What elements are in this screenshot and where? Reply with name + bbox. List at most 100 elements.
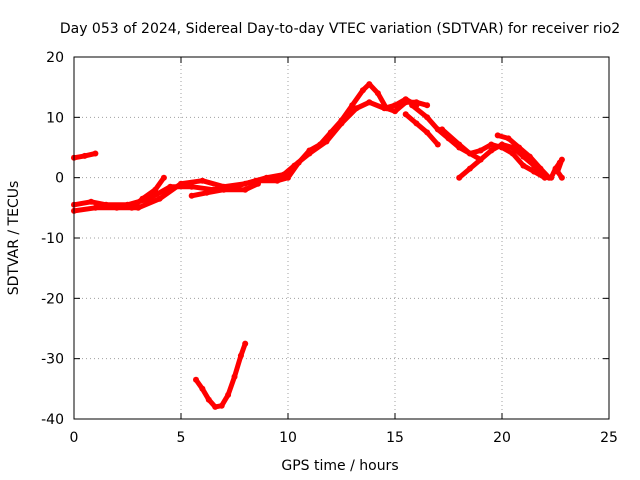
data-point xyxy=(439,126,446,133)
data-point xyxy=(188,183,195,190)
data-point xyxy=(128,204,135,211)
data-point xyxy=(494,132,501,139)
data-point xyxy=(349,102,356,109)
series-arc-mid-1 xyxy=(129,175,167,211)
x-tick-label: 5 xyxy=(177,430,186,446)
y-tick-label: 20 xyxy=(46,50,64,66)
data-point xyxy=(554,168,561,175)
data-point xyxy=(81,152,88,159)
data-point xyxy=(488,147,495,154)
data-point xyxy=(477,156,484,163)
data-point xyxy=(237,352,244,359)
x-tick-label: 10 xyxy=(279,430,297,446)
data-point xyxy=(92,150,99,157)
axis-ticks: 0 5 10 15 20 25 -40 -30 -20 -10 0 10 20 xyxy=(41,50,618,446)
y-axis-label: SDTVAR / TECUs xyxy=(6,181,22,296)
data-series-group xyxy=(71,81,565,410)
data-point xyxy=(520,162,527,169)
data-point xyxy=(374,90,381,97)
data-point xyxy=(359,87,366,94)
x-tick-label: 0 xyxy=(70,430,79,446)
data-point xyxy=(424,102,431,109)
data-point xyxy=(456,174,463,181)
y-tick-label: 0 xyxy=(55,171,64,187)
x-tick-label: 25 xyxy=(600,430,618,446)
data-point xyxy=(477,147,484,154)
data-point xyxy=(280,171,287,178)
data-point xyxy=(156,195,163,202)
data-point xyxy=(366,81,373,88)
data-point xyxy=(231,373,238,380)
data-point xyxy=(291,162,298,169)
data-point xyxy=(499,144,505,151)
data-point xyxy=(212,403,219,410)
data-point xyxy=(274,177,281,184)
y-tick-label: -10 xyxy=(41,231,64,247)
series-arc-late-3 xyxy=(439,126,548,181)
y-tick-label: 10 xyxy=(46,110,64,126)
data-point xyxy=(139,195,146,202)
data-point xyxy=(558,174,565,181)
data-point xyxy=(199,177,206,184)
data-point xyxy=(285,174,291,181)
data-point xyxy=(409,102,416,109)
data-point xyxy=(188,192,195,199)
data-point xyxy=(306,150,313,157)
data-point xyxy=(537,165,544,172)
y-tick-label: -20 xyxy=(41,291,64,307)
data-point xyxy=(505,135,512,142)
data-point xyxy=(152,186,159,193)
data-point xyxy=(531,168,538,175)
data-point xyxy=(558,156,565,163)
data-point xyxy=(488,141,495,148)
data-point xyxy=(218,402,225,409)
y-tick-label: -30 xyxy=(41,352,64,368)
data-point xyxy=(413,120,420,127)
data-point xyxy=(381,105,388,112)
data-point xyxy=(353,105,360,112)
y-tick-label: -40 xyxy=(41,412,64,428)
data-point xyxy=(424,114,431,121)
data-point xyxy=(242,186,249,193)
x-tick-label: 15 xyxy=(386,430,404,446)
data-point xyxy=(220,186,227,193)
data-point xyxy=(434,141,441,148)
data-point xyxy=(178,180,184,187)
data-point xyxy=(402,111,409,118)
grid-lines xyxy=(74,57,609,419)
data-point xyxy=(225,391,232,398)
x-axis-label: GPS time / hours xyxy=(281,458,398,474)
data-point xyxy=(516,144,523,151)
data-point xyxy=(323,138,330,145)
series-arc-main-b xyxy=(71,96,419,214)
data-point xyxy=(392,102,398,109)
x-tick-label: 20 xyxy=(493,430,511,446)
data-point xyxy=(392,108,398,115)
data-point xyxy=(338,120,345,127)
data-point xyxy=(263,174,270,181)
series-arc-late-1 xyxy=(403,111,441,147)
data-point xyxy=(199,385,206,392)
data-point xyxy=(88,198,95,205)
series-arc-dip xyxy=(193,341,248,410)
data-point xyxy=(203,189,210,196)
data-point xyxy=(434,126,441,133)
data-point xyxy=(242,340,249,347)
data-point xyxy=(255,180,261,187)
data-point xyxy=(92,204,99,211)
data-point xyxy=(402,96,409,103)
data-point xyxy=(456,141,463,148)
data-point xyxy=(548,174,555,181)
data-point xyxy=(466,165,473,172)
data-point xyxy=(113,204,120,211)
data-point xyxy=(193,376,199,383)
data-point xyxy=(366,99,373,106)
chart-title: Day 053 of 2024, Sidereal Day-to-day VTE… xyxy=(60,21,620,37)
data-point xyxy=(160,174,167,181)
data-point xyxy=(242,180,249,187)
data-point xyxy=(509,150,516,157)
data-point xyxy=(466,150,473,157)
data-point xyxy=(526,153,533,160)
data-point xyxy=(424,129,431,136)
